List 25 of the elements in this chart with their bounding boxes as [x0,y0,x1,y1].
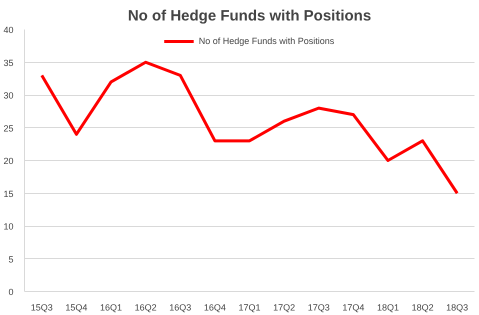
x-tick-label: 17Q4 [342,302,364,312]
x-tick-label: 17Q2 [273,302,296,312]
y-tick-label: 40 [3,25,14,35]
y-tick-label: 15 [3,188,14,199]
y-tick-label: 20 [3,156,14,166]
y-tick-label: 35 [3,58,14,68]
x-tick-label: 18Q3 [446,302,468,312]
x-tick-label: 16Q2 [134,302,157,312]
legend-label: No of Hedge Funds with Positions [198,36,334,46]
y-tick-label: 25 [3,123,14,134]
x-tick-label: 17Q3 [308,302,330,312]
x-tick-label: 16Q4 [204,302,226,312]
y-tick-label: 30 [3,90,14,100]
x-tick-label: 18Q1 [376,302,399,312]
y-tick-label: 10 [3,222,14,232]
x-tick-label: 16Q1 [100,302,122,312]
x-tick-label: 16Q3 [169,302,192,312]
line-series [40,60,459,195]
x-tick-label: 15Q4 [65,302,88,312]
chart-title: No of Hedge Funds with Positions [128,8,372,24]
x-tick-label: 17Q1 [238,302,261,312]
y-tick-label: 0 [8,287,14,297]
y-tick-label: 5 [8,254,14,264]
x-tick-label: 15Q3 [30,302,53,312]
x-tick-label: 18Q2 [412,302,434,312]
